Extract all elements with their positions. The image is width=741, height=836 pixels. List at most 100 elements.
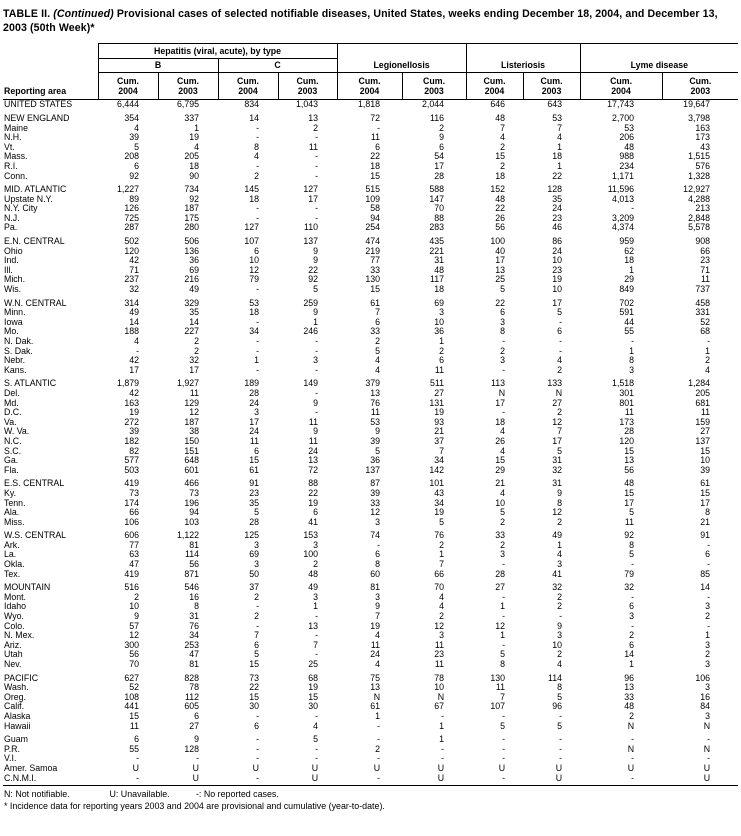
table-row: Miss. 106 103 28 41 3 5 2 2 11 21 — [3, 517, 738, 528]
value-cell: 253 — [184, 639, 199, 650]
value-cell: 2 — [629, 710, 635, 721]
value-cell: 576 — [695, 160, 711, 171]
value-cell: 28 — [495, 568, 506, 579]
reporting-area-cell: Ind. — [4, 255, 19, 266]
value-cell: 52 — [129, 682, 139, 693]
reporting-area-cell: Upstate N.Y. — [4, 193, 53, 204]
value-cell: 4 — [557, 355, 563, 366]
value-cell: 70 — [129, 659, 139, 669]
value-cell: 21 — [495, 478, 506, 489]
value-cell: 6 — [254, 445, 259, 456]
reporting-area-cell: UNITED STATES — [4, 99, 73, 110]
reporting-area-cell: S. ATLANTIC — [4, 378, 57, 389]
value-cell: 1 — [194, 122, 199, 133]
value-cell: 33 — [370, 497, 381, 508]
value-cell: 221 — [429, 245, 445, 256]
value-cell: 82 — [129, 445, 139, 456]
value-cell: 11 — [129, 720, 139, 731]
value-cell: 91 — [700, 530, 711, 541]
value-cell: 174 — [124, 497, 139, 508]
value-cell: 10 — [434, 316, 445, 327]
value-cell: 1,284 — [688, 378, 711, 389]
value-cell: 14 — [249, 112, 259, 123]
value-cell: 53 — [370, 416, 381, 427]
value-cell: 216 — [184, 274, 199, 285]
value-cell: 19 — [308, 682, 319, 693]
legend-no-reported-cases: -: No reported cases. — [195, 789, 279, 800]
value-cell: 137 — [365, 464, 381, 475]
value-cell: - — [559, 743, 563, 754]
value-cell: 34 — [434, 455, 445, 466]
value-cell: - — [502, 407, 506, 418]
value-cell: 10 — [434, 682, 445, 693]
value-cell: 35 — [189, 307, 199, 318]
value-cell: - — [315, 345, 319, 356]
value-cell: 32 — [552, 582, 563, 593]
table-row: Oreg. 108 112 15 15 N N 7 5 33 16 — [3, 691, 738, 703]
value-cell: U — [703, 762, 711, 773]
reporting-area-cell: Mass. — [4, 151, 28, 162]
value-cell: 4,013 — [612, 193, 635, 204]
value-cell: - — [441, 710, 445, 721]
value-cell: 1,227 — [116, 184, 139, 195]
value-cell: 8 — [557, 682, 563, 693]
value-cell: - — [707, 559, 711, 570]
value-cell: 1 — [439, 734, 445, 745]
value-cell: 76 — [189, 620, 199, 631]
table-row: Tex. 419 871 50 48 60 66 28 41 79 85 — [3, 568, 738, 580]
value-cell: 213 — [695, 203, 711, 214]
value-cell: 3 — [254, 559, 259, 570]
value-cell: 19 — [370, 620, 381, 631]
value-cell: 92 — [624, 530, 635, 541]
value-cell: 39 — [129, 426, 139, 437]
value-cell: 85 — [700, 568, 711, 579]
value-cell: 9 — [313, 245, 319, 256]
value-cell: 72 — [308, 464, 319, 475]
reporting-area-cell: Va. — [4, 416, 17, 427]
reporting-area-cell: V.I. — [4, 753, 17, 764]
reporting-area-cell: Ky. — [4, 487, 17, 498]
reporting-area-cell: N. Dak. — [4, 336, 34, 346]
value-cell: 11 — [624, 407, 635, 418]
table-row: Fla. 503 601 61 72 137 142 29 32 56 39 — [3, 464, 738, 476]
value-cell: 15 — [700, 445, 711, 456]
value-cell: 8 — [375, 559, 381, 570]
value-cell: 101 — [429, 478, 445, 489]
value-cell: 5 — [557, 720, 563, 731]
value-cell: 10 — [129, 601, 139, 612]
value-cell: 17 — [624, 497, 635, 508]
value-cell: 128 — [184, 743, 199, 754]
value-cell: 4 — [375, 355, 381, 366]
value-cell: 129 — [184, 397, 199, 408]
value-cell: 8 — [500, 659, 506, 669]
value-cell: 81 — [189, 659, 199, 669]
value-cell: 2 — [254, 611, 259, 622]
value-cell: 11 — [308, 416, 319, 427]
value-cell: 2 — [313, 559, 319, 570]
value-cell: 19 — [434, 507, 445, 518]
value-cell: U — [498, 762, 506, 773]
value-cell: 435 — [429, 236, 445, 247]
value-cell: 19 — [189, 132, 199, 143]
value-cell: - — [707, 539, 711, 550]
reporting-area-cell: Ohio — [4, 245, 23, 256]
value-cell: 4 — [500, 445, 506, 456]
value-cell: 702 — [619, 297, 635, 308]
value-cell: 39 — [129, 132, 139, 143]
value-cell: 24 — [552, 245, 563, 256]
value-cell: 34 — [434, 497, 445, 508]
value-cell: 14 — [624, 649, 635, 660]
table-row: Va. 272 187 17 11 53 93 18 12 173 159 — [3, 416, 738, 428]
value-cell: 5 — [500, 507, 506, 518]
value-cell: 1 — [500, 630, 506, 641]
value-cell: 3,209 — [612, 212, 635, 223]
value-cell: 69 — [434, 297, 445, 308]
value-cell: 12 — [249, 264, 259, 275]
value-cell: 28 — [249, 387, 259, 398]
value-cell: 7 — [375, 307, 381, 318]
value-cell: 96 — [552, 701, 563, 712]
reporting-area-cell: W.N. CENTRAL — [4, 297, 67, 308]
table-row: MID. ATLANTIC 1,227 734 145 127 515 588 152 128 1… — [3, 181, 738, 195]
value-cell: 234 — [619, 160, 635, 171]
value-cell: N — [437, 691, 445, 702]
